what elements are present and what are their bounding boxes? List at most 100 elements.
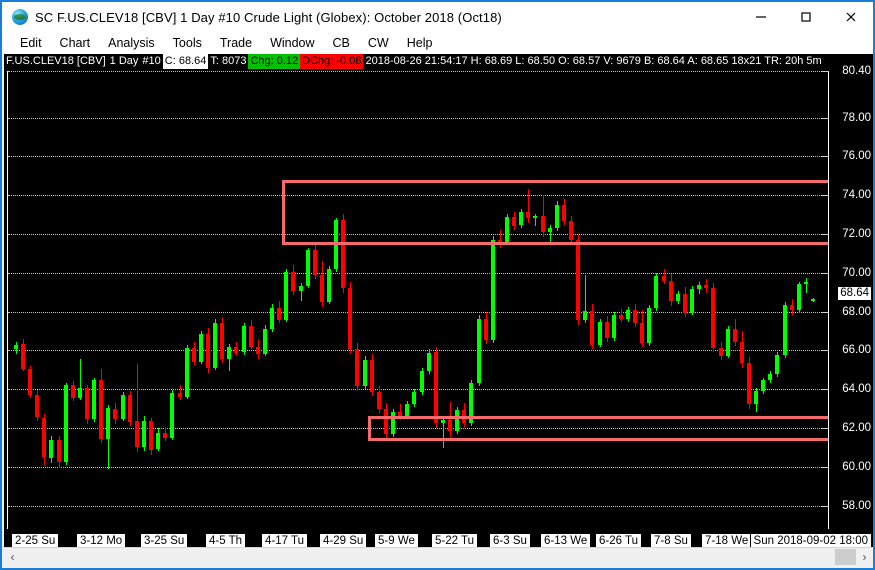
menu-item-cb[interactable]: CB	[332, 35, 350, 50]
price-axis-tick-dash	[821, 389, 829, 391]
menu-item-chart[interactable]: Chart	[59, 35, 91, 50]
price-axis-tick: 76.00	[842, 150, 871, 163]
window-title: SC F.US.CLEV18 [CBV] 1 Day #10 Crude Lig…	[35, 9, 502, 25]
grid-line	[8, 505, 828, 507]
horizontal-scrollbar[interactable]: ‹ ›	[4, 547, 873, 566]
candlestick-series	[8, 71, 828, 529]
support-zone-rectangle[interactable]	[368, 416, 828, 441]
candle-body	[441, 420, 445, 424]
menu-item-trade[interactable]: Trade	[219, 35, 253, 50]
candle-body	[477, 319, 481, 384]
time-axis-tick: 7-18 We	[701, 533, 753, 550]
candle-body	[270, 307, 274, 330]
candle-body	[156, 432, 160, 450]
minimize-button[interactable]	[738, 2, 783, 32]
menu-item-cw[interactable]: CW	[367, 35, 389, 50]
candle-body	[213, 323, 217, 368]
close-button[interactable]	[828, 2, 873, 32]
candle-body	[455, 409, 459, 431]
candle-body	[690, 289, 694, 313]
candle-body	[676, 294, 680, 301]
chart-window[interactable]: F.US.CLEV18 [CBV] 1 Day #10 C: 68.64 T: …	[4, 54, 873, 550]
candle-body	[185, 347, 189, 397]
candle-body	[804, 281, 808, 285]
time-axis-tick: 6-26 Tu	[595, 533, 642, 550]
maximize-button[interactable]	[783, 2, 828, 32]
price-axis-tick-dash	[821, 156, 829, 158]
candle-body	[491, 239, 495, 340]
menu-item-tools[interactable]: Tools	[172, 35, 202, 50]
candle-body	[106, 407, 110, 439]
price-axis-tick-dash	[821, 428, 829, 430]
candle-body	[405, 403, 409, 417]
price-axis[interactable]: 80.40 78.00 76.00 74.00 72.00 70.00 68.00 66.00…	[821, 65, 873, 531]
candle-body	[263, 329, 267, 355]
price-axis-tick: 74.00	[842, 189, 871, 202]
menu-item-edit[interactable]: Edit	[20, 35, 42, 50]
candle-body	[512, 216, 516, 227]
candle-wick	[80, 359, 81, 400]
candle-body	[227, 346, 231, 360]
status-symbol: F.US.CLEV18 [CBV]	[6, 55, 106, 67]
price-axis-tick: 64.00	[842, 383, 871, 396]
menu-item-window[interactable]: Window	[270, 35, 315, 50]
scrollbar-track[interactable]	[21, 548, 856, 566]
candle-wick	[137, 364, 138, 453]
price-axis-tick-dash	[821, 195, 829, 197]
status-last-price: C: 68.64	[162, 54, 209, 69]
candle-body	[484, 319, 488, 340]
candle-body	[256, 346, 260, 355]
candle-body	[462, 409, 466, 424]
candle-body	[341, 220, 345, 289]
candle-body	[775, 355, 779, 374]
candle-body	[740, 341, 744, 364]
candle-body	[726, 329, 730, 357]
candle-body	[548, 228, 552, 233]
scroll-left-arrow[interactable]: ‹	[10, 550, 15, 564]
candle-body	[790, 304, 794, 310]
candle-body	[299, 286, 303, 292]
status-details: 2018-08-26 21:54:17 H: 68.69 L: 68.50 O:…	[365, 55, 822, 67]
candle-body	[612, 314, 616, 338]
candle-body	[64, 385, 68, 462]
chart-plot-area[interactable]	[7, 71, 829, 529]
menu-item-analysis[interactable]: Analysis	[108, 35, 155, 50]
chart-status-line: F.US.CLEV18 [CBV] 1 Day #10 C: 68.64 T: …	[4, 54, 873, 69]
price-axis-tick-dash	[821, 350, 829, 352]
time-axis[interactable]: 2-25 Su 3-12 Mo 3-25 Su 4-5 Th 4-17 Tu 4-29 S…	[4, 531, 873, 550]
candle-body	[334, 220, 338, 269]
candle-body	[633, 309, 637, 324]
candle-body	[135, 421, 139, 448]
candle-body	[654, 275, 658, 308]
candle-body	[590, 310, 594, 345]
candle-body	[78, 388, 82, 398]
candle-body	[85, 388, 89, 420]
price-axis-tick: 60.00	[842, 460, 871, 473]
candle-body	[683, 294, 687, 313]
candle-body	[291, 271, 295, 292]
candle-wick	[301, 283, 302, 301]
candle-wick	[585, 274, 586, 324]
candle-body	[583, 310, 587, 321]
candle-body	[313, 250, 317, 275]
window-controls	[738, 2, 873, 32]
resistance-zone-rectangle[interactable]	[282, 179, 828, 245]
price-axis-tick-dash	[821, 117, 829, 119]
price-axis-tick: 72.00	[842, 227, 871, 240]
candle-body	[99, 379, 103, 439]
candle-body	[733, 329, 737, 342]
candle-wick	[443, 417, 444, 449]
candle-body	[149, 421, 153, 451]
candle-body	[519, 211, 523, 226]
title-bar: SC F.US.CLEV18 [CBV] 1 Day #10 Crude Lig…	[2, 2, 873, 32]
grid-line	[8, 350, 828, 352]
scroll-right-arrow[interactable]: ›	[862, 550, 867, 564]
candle-body	[754, 391, 758, 404]
candle-body	[719, 348, 723, 357]
status-interval: 1 Day	[109, 55, 139, 67]
grid-line	[8, 311, 828, 313]
candle-body	[640, 323, 644, 343]
scrollbar-thumb[interactable]	[835, 549, 856, 565]
candle-body	[434, 352, 438, 424]
menu-item-help[interactable]: Help	[406, 35, 433, 50]
